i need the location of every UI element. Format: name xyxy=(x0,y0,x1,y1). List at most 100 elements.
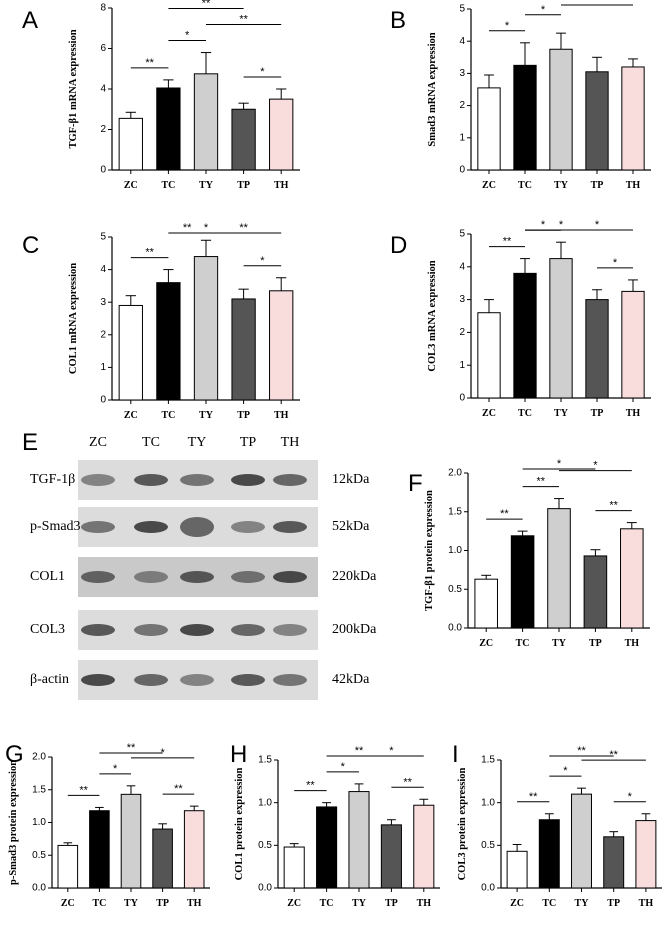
blot-band xyxy=(81,674,115,686)
y-axis-label: TGF-β1 protein expression xyxy=(424,490,435,611)
size-label: 42kDa xyxy=(332,672,370,687)
bar xyxy=(585,71,609,171)
x-tick-label: TP xyxy=(589,638,602,649)
significance-label: * xyxy=(559,219,564,231)
blot-band xyxy=(273,624,307,636)
y-tick-label: 0.5 xyxy=(481,840,495,851)
x-tick-label: ZC xyxy=(510,898,524,909)
x-tick-label: ZC xyxy=(124,180,138,191)
blot-band xyxy=(134,521,168,533)
error-bar xyxy=(544,813,554,820)
error-bar xyxy=(590,549,601,556)
y-tick-label: 4 xyxy=(459,261,465,272)
y-tick-label: 1.0 xyxy=(448,545,462,556)
panel-letter: A xyxy=(22,7,38,34)
y-tick-label: 4 xyxy=(100,264,106,275)
significance-label: ** xyxy=(577,745,586,757)
blot-band xyxy=(134,674,168,686)
error-bar xyxy=(626,522,637,529)
y-tick-label: 1.5 xyxy=(448,506,462,517)
x-tick-label: TH xyxy=(274,410,289,421)
error-bar xyxy=(200,239,212,257)
significance-label: * xyxy=(595,219,600,231)
error-bar xyxy=(609,831,619,837)
blot-band xyxy=(180,624,214,636)
lane-label: TP xyxy=(240,435,257,450)
y-tick-label: 1.5 xyxy=(481,755,495,766)
x-tick-label: TC xyxy=(320,898,334,909)
y-tick-label: 1.5 xyxy=(258,755,272,766)
x-tick-label: TY xyxy=(199,180,214,191)
y-axis-label: TGF-β1 mRNA expression xyxy=(68,29,79,148)
significance-label: * xyxy=(505,20,510,32)
bar xyxy=(380,824,402,889)
significance-label: * xyxy=(613,257,618,269)
y-tick-label: 0 xyxy=(459,165,465,176)
significance-label: * xyxy=(260,255,265,267)
panel-letter: H xyxy=(230,741,247,768)
bar xyxy=(283,846,305,889)
lane-label: ZC xyxy=(89,435,107,450)
panel-letter: B xyxy=(390,7,406,34)
error-bar xyxy=(322,802,332,807)
bar xyxy=(231,298,256,401)
significance-label: ** xyxy=(403,776,412,788)
bar xyxy=(583,555,608,629)
blot-band xyxy=(273,674,307,686)
x-tick-label: TH xyxy=(187,898,202,909)
blot-band xyxy=(134,474,168,486)
error-bar xyxy=(484,299,494,313)
bar xyxy=(118,304,143,401)
x-tick-label: TC xyxy=(518,408,532,419)
size-label: 200kDa xyxy=(332,622,377,637)
bar xyxy=(477,87,501,171)
y-tick-label: 1.0 xyxy=(32,817,46,828)
y-axis-label: p-Smad3 protein expression xyxy=(8,760,19,885)
significance-label: ** xyxy=(127,742,136,754)
y-tick-label: 2 xyxy=(100,124,106,135)
y-tick-label: 1.0 xyxy=(481,797,495,808)
blot-band xyxy=(273,571,307,583)
x-tick-label: TH xyxy=(639,898,654,909)
x-tick-label: TH xyxy=(626,180,641,191)
significance-label: ** xyxy=(174,783,183,795)
bar xyxy=(513,64,537,171)
significance-label: ** xyxy=(355,745,364,757)
bar xyxy=(193,73,219,171)
bar xyxy=(474,578,498,629)
bar xyxy=(477,312,501,399)
bar xyxy=(89,810,110,889)
blot-band xyxy=(180,474,214,486)
x-tick-label: TP xyxy=(591,408,604,419)
lane-label: TC xyxy=(142,435,160,450)
blot-band xyxy=(81,571,115,583)
bar xyxy=(57,844,79,889)
bar xyxy=(413,804,435,889)
significance-label: ** xyxy=(503,236,512,248)
blot-band xyxy=(231,571,265,583)
error-bar xyxy=(520,258,530,274)
y-tick-label: 0.0 xyxy=(448,623,462,634)
size-label: 12kDa xyxy=(332,472,370,487)
y-tick-label: 2.0 xyxy=(32,752,46,763)
bar xyxy=(269,290,294,401)
x-tick-label: TH xyxy=(417,898,432,909)
error-bar xyxy=(556,32,566,50)
x-tick-label: TP xyxy=(591,180,604,191)
significance-label: * xyxy=(541,219,546,231)
significance-label: ** xyxy=(500,508,509,520)
bar xyxy=(621,66,645,171)
y-tick-label: 0.0 xyxy=(258,883,272,894)
x-tick-label: ZC xyxy=(61,898,75,909)
y-tick-label: 0.5 xyxy=(258,840,272,851)
significance-label: * xyxy=(160,747,165,759)
y-tick-label: 0.5 xyxy=(32,850,46,861)
y-tick-label: 2 xyxy=(459,327,465,338)
significance-label: * xyxy=(185,30,190,42)
x-tick-label: TC xyxy=(92,898,106,909)
x-tick-label: ZC xyxy=(482,408,496,419)
y-tick-label: 5 xyxy=(459,229,465,240)
error-bar xyxy=(125,111,136,119)
y-tick-label: 1 xyxy=(100,362,106,373)
error-bar xyxy=(419,798,429,806)
